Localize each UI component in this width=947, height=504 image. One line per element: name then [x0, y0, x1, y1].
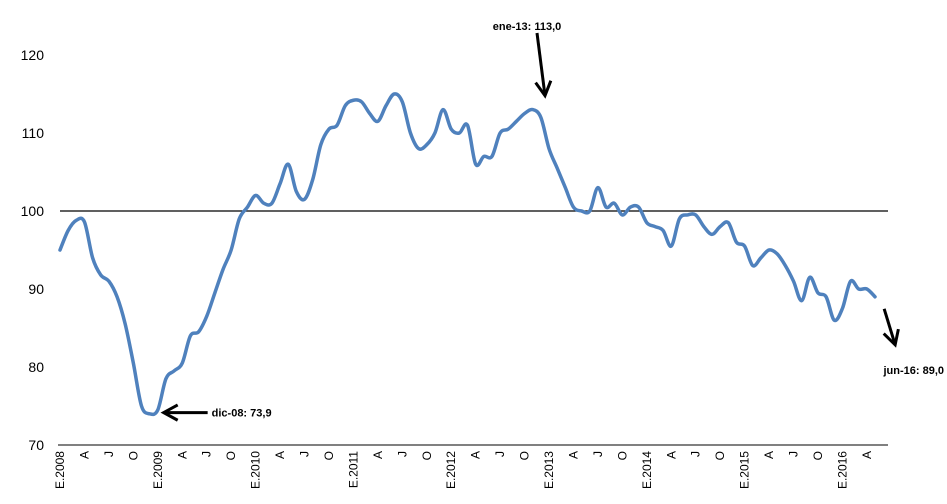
- x-tick-label: A: [77, 451, 91, 459]
- x-tick-label: O: [420, 451, 434, 460]
- x-tick-label: J: [200, 451, 214, 457]
- y-tick-label: 90: [28, 281, 44, 297]
- y-tick-label: 70: [28, 437, 44, 453]
- x-tick-label: E.2008: [53, 451, 67, 489]
- x-tick-label: A: [762, 451, 776, 459]
- y-tick-label: 100: [21, 203, 45, 219]
- annotation-label-peak: ene-13: 113,0: [493, 21, 562, 33]
- x-tick-label: J: [102, 451, 116, 457]
- x-tick-label: A: [175, 451, 189, 459]
- x-tick-label: E.2013: [542, 451, 556, 489]
- annotation-label-min: dic-08: 73,9: [212, 408, 272, 420]
- x-tick-label: J: [787, 451, 801, 457]
- x-tick-label: E.2011: [346, 451, 360, 488]
- annotation-label-last: jun-16: 89,0: [882, 365, 944, 377]
- x-tick-label: J: [395, 451, 409, 457]
- x-tick-label: A: [566, 451, 580, 459]
- x-tick-label: A: [664, 451, 678, 459]
- y-axis-ticks: 70 80 90 100 110 120: [21, 47, 45, 453]
- x-tick-label: E.2014: [640, 451, 654, 489]
- x-tick-label: A: [273, 451, 287, 459]
- x-tick-label: E.2015: [738, 451, 752, 489]
- x-tick-label: A: [860, 451, 874, 459]
- x-tick-label: O: [126, 451, 140, 460]
- annotation-arrow-min: [160, 403, 208, 422]
- x-tick-label: J: [689, 451, 703, 457]
- x-tick-label: E.2009: [151, 451, 165, 489]
- y-tick-label: 110: [22, 125, 45, 141]
- x-tick-label: E.2016: [835, 451, 849, 489]
- x-tick-label: O: [615, 451, 629, 460]
- x-tick-label: J: [591, 451, 605, 457]
- x-tick-label: O: [224, 451, 238, 460]
- y-tick-label: 80: [28, 359, 44, 375]
- x-tick-label: E.2012: [444, 451, 458, 489]
- annotation-arrow-peak: [534, 32, 553, 99]
- annotation-arrow-last: [882, 308, 900, 348]
- annotations: dic-08: 73,9 ene-13: 113,0 jun-16: 89,0: [160, 21, 944, 422]
- y-tick-label: 120: [21, 47, 45, 63]
- x-tick-label: J: [493, 451, 507, 457]
- x-tick-label: E.2010: [249, 451, 263, 489]
- series-line: [58, 92, 877, 417]
- x-axis-ticks: E.2008 A J O E.2009 A J O E.2010 A J O E.2011 A J O E.20…: [53, 451, 874, 489]
- x-tick-label: A: [371, 451, 385, 459]
- x-tick-label: J: [298, 451, 312, 457]
- x-tick-label: O: [518, 451, 532, 460]
- x-tick-label: O: [322, 451, 336, 460]
- x-tick-label: A: [469, 451, 483, 459]
- x-tick-label: O: [713, 451, 727, 460]
- x-tick-label: O: [811, 451, 825, 460]
